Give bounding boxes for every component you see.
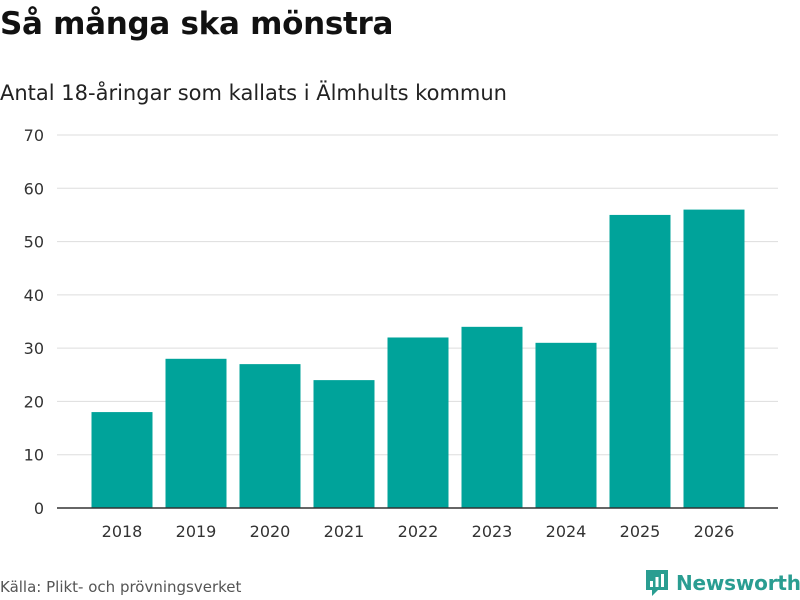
- x-tick-label-2018: 2018: [102, 522, 143, 541]
- brand-logo: Newsworthy: [644, 568, 800, 598]
- y-tick-label-10: 10: [24, 446, 44, 465]
- y-tick-label-40: 40: [24, 286, 44, 305]
- source-note: Källa: Plikt- och prövningsverket: [0, 578, 242, 596]
- bar-2020: [239, 364, 301, 508]
- x-tick-label-2021: 2021: [324, 522, 365, 541]
- x-tick-label-2023: 2023: [472, 522, 513, 541]
- y-tick-label-50: 50: [24, 233, 44, 252]
- x-tick-label-2024: 2024: [546, 522, 587, 541]
- bar-2026: [683, 209, 745, 508]
- y-tick-label-70: 70: [24, 126, 44, 145]
- y-tick-label-20: 20: [24, 392, 44, 411]
- newsworthy-logo-icon: [646, 570, 668, 596]
- bar-2024: [535, 342, 597, 508]
- chart-title: Så många ska mönstra: [0, 6, 394, 42]
- y-tick-label-30: 30: [24, 339, 44, 358]
- x-tick-label-2025: 2025: [620, 522, 661, 541]
- bar-2018: [91, 412, 153, 508]
- x-tick-label-2019: 2019: [176, 522, 217, 541]
- x-tick-label-2020: 2020: [250, 522, 291, 541]
- y-tick-label-60: 60: [24, 179, 44, 198]
- x-tick-label-2022: 2022: [398, 522, 439, 541]
- bar-2019: [165, 358, 227, 508]
- bar-2022: [387, 337, 449, 508]
- y-tick-label-0: 0: [34, 499, 44, 518]
- brand-name: Newsworthy: [676, 571, 800, 595]
- x-tick-label-2026: 2026: [694, 522, 735, 541]
- chart-subtitle: Antal 18-åringar som kallats i Älmhults …: [0, 81, 507, 105]
- bar-2021: [313, 380, 375, 508]
- bar-2023: [461, 326, 523, 508]
- bar-2025: [609, 214, 671, 508]
